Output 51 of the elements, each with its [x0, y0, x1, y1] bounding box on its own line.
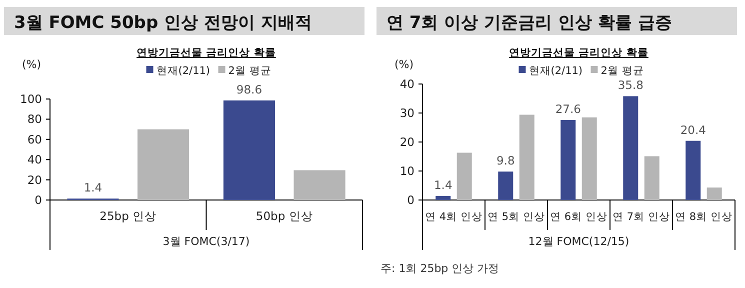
bar	[519, 114, 534, 200]
data-label: 27.6	[555, 102, 581, 116]
legend-label: 현재(2/11)	[528, 65, 583, 77]
y-axis-title: (%)	[394, 58, 414, 71]
bar	[582, 117, 597, 200]
chart-title: 3월 FOMC 50bp 인상 전망이 지배적	[14, 13, 312, 33]
y-tick-label: 40	[400, 77, 414, 91]
x-axis-title: 12월 FOMC(12/15)	[528, 235, 630, 248]
data-label: 98.6	[236, 82, 262, 96]
x-tick-label: 25bp 인상	[100, 209, 157, 223]
y-tick-label: 80	[27, 112, 42, 126]
bar	[644, 156, 660, 200]
y-tick-label: 0	[34, 193, 42, 207]
y-axis-title: (%)	[22, 58, 42, 71]
y-tick-label: 20	[27, 172, 42, 187]
data-label: 9.8	[496, 154, 515, 168]
bar	[436, 196, 451, 200]
x-tick-label: 50bp 인상	[256, 209, 313, 223]
y-tick-label: 10	[400, 164, 414, 178]
legend-label: 현재(2/11)	[156, 65, 210, 77]
x-tick-label: 연 8회 인상	[675, 211, 732, 223]
y-tick-label: 100	[20, 92, 42, 106]
y-tick-label: 20	[400, 135, 414, 149]
chart-subtitle: 연방기금선물 금리인상 확률	[136, 47, 276, 59]
bar	[560, 120, 576, 200]
x-tick-label: 연 4회 인상	[425, 211, 482, 223]
bar	[706, 188, 722, 200]
bar	[498, 172, 514, 200]
y-tick-label: 40	[27, 152, 42, 167]
bar	[686, 140, 701, 200]
x-tick-label: 연 7회 인상	[612, 211, 670, 223]
x-tick-label: 연 5회 인상	[488, 211, 545, 223]
legend-label: 2월 평균	[600, 65, 644, 77]
bar	[623, 96, 638, 200]
text: 주: 1회 25bp 인상 가정	[380, 262, 500, 275]
x-tick-label: 연 6회 인상	[550, 211, 608, 223]
y-tick-label: 60	[27, 132, 42, 146]
y-tick-label: 0	[407, 193, 414, 207]
data-label: 1.4	[84, 180, 102, 195]
chart-subtitle: 연방기금선물 금리인상 확률	[509, 47, 648, 59]
bar	[294, 170, 346, 200]
bar	[138, 129, 190, 200]
data-label: 1.4	[434, 178, 452, 192]
chart-title: 연 7회 이상 기준금리 인상 확률 급증	[386, 13, 672, 33]
y-tick-label: 30	[400, 106, 414, 120]
x-axis-title: 3월 FOMC(3/17)	[162, 235, 250, 248]
data-label: 20.4	[680, 122, 706, 137]
legend-label: 2월 평균	[228, 65, 272, 77]
data-label: 35.8	[618, 78, 644, 92]
bar	[456, 152, 472, 200]
bar	[223, 100, 275, 200]
